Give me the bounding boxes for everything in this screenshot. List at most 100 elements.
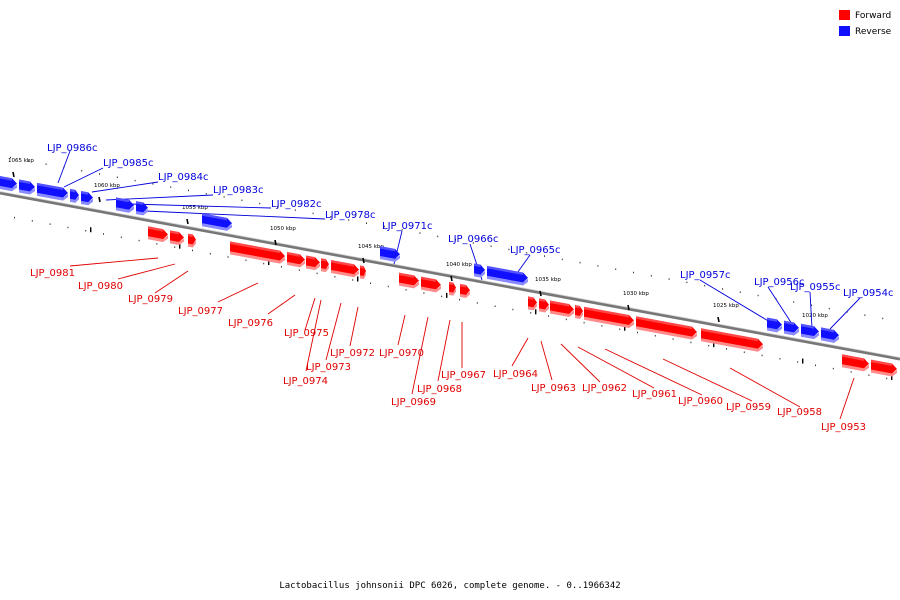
gene-label[interactable]: LJP_0962 — [582, 383, 627, 394]
gene-label[interactable]: LJP_0975 — [284, 328, 329, 339]
scale-minor-tick — [209, 252, 211, 255]
leader-line — [305, 299, 322, 372]
forward-gene[interactable] — [636, 316, 697, 340]
reverse-gene[interactable] — [136, 201, 148, 216]
forward-gene[interactable] — [399, 272, 419, 289]
scale-label: 1060 kbp — [94, 183, 120, 189]
gene-label[interactable]: LJP_0978c — [325, 210, 376, 221]
scale-minor-tick — [27, 160, 29, 162]
gene-label[interactable]: LJP_0954c — [843, 288, 894, 299]
gene-label[interactable]: LJP_0985c — [103, 158, 154, 169]
forward-gene[interactable] — [306, 255, 320, 271]
forward-gene[interactable] — [550, 300, 574, 317]
gene-label[interactable]: LJP_0968 — [417, 384, 462, 395]
reverse-gene[interactable] — [821, 327, 839, 343]
forward-gene[interactable] — [148, 226, 168, 243]
scale-minor-tick — [472, 242, 474, 244]
reverse-gene[interactable] — [380, 246, 400, 262]
forward-gene[interactable] — [360, 265, 366, 280]
forward-gene[interactable] — [584, 306, 634, 329]
gene-label[interactable]: LJP_0960 — [678, 396, 723, 407]
scale-minor-tick — [31, 220, 33, 222]
gene-label[interactable]: LJP_0986c — [47, 143, 98, 154]
gene-label[interactable]: LJP_0971c — [382, 221, 433, 232]
scale-minor-tick — [99, 173, 100, 175]
gene-label[interactable]: LJP_0963 — [531, 383, 576, 394]
reverse-gene[interactable] — [81, 190, 93, 206]
gene-label[interactable]: LJP_0980 — [78, 281, 123, 292]
gene-label[interactable]: LJP_0958 — [777, 407, 822, 418]
reverse-gene[interactable] — [487, 265, 528, 286]
forward-gene[interactable] — [460, 283, 470, 298]
gene-label[interactable]: LJP_0961 — [632, 389, 677, 400]
forward-gene[interactable] — [449, 281, 456, 296]
gene-features[interactable] — [0, 176, 897, 377]
gene-label[interactable]: LJP_0955c — [790, 282, 841, 293]
gene-label[interactable]: LJP_0972 — [330, 348, 375, 359]
gene-label[interactable]: LJP_0969 — [391, 397, 436, 408]
leader-line — [662, 358, 753, 402]
scale-minor-tick — [494, 305, 496, 307]
scale-minor-tick — [334, 275, 336, 278]
scale-minor-tick — [14, 216, 15, 219]
reverse-gene[interactable] — [202, 213, 232, 231]
gene-label[interactable]: LJP_0967 — [441, 370, 486, 381]
reverse-gene[interactable] — [0, 176, 17, 192]
gene-label[interactable]: LJP_0957c — [680, 270, 731, 281]
gene-shadow — [148, 235, 168, 243]
gene-shadow — [421, 285, 441, 293]
leader-line — [304, 297, 316, 331]
gene-label[interactable]: LJP_0983c — [213, 185, 264, 196]
forward-gene[interactable] — [321, 258, 329, 273]
leader-line — [325, 302, 342, 361]
forward-gene[interactable] — [188, 233, 196, 248]
forward-gene[interactable] — [871, 359, 897, 377]
forward-gene[interactable] — [701, 328, 763, 352]
gene-label[interactable]: LJP_0966c — [448, 234, 499, 245]
gene-highlight — [767, 317, 777, 322]
forward-gene[interactable] — [170, 230, 184, 246]
gene-label[interactable]: LJP_0982c — [271, 199, 322, 210]
gene-label[interactable]: LJP_0974 — [283, 376, 328, 387]
gene-label[interactable]: LJP_0977 — [178, 306, 223, 317]
gene-shadow — [306, 263, 320, 271]
gene-label[interactable]: LJP_0956c — [754, 277, 805, 288]
reverse-gene[interactable] — [116, 197, 134, 213]
gene-label[interactable]: LJP_0984c — [158, 172, 209, 183]
forward-gene[interactable] — [575, 305, 583, 319]
reverse-gene[interactable] — [37, 182, 68, 201]
gene-body — [202, 213, 232, 228]
forward-gene[interactable] — [421, 276, 441, 293]
gene-label[interactable]: LJP_0981 — [30, 268, 75, 279]
reverse-gene[interactable] — [19, 179, 35, 195]
reverse-gene[interactable] — [801, 323, 819, 340]
gene-label[interactable]: LJP_0979 — [128, 294, 173, 305]
reverse-gene[interactable] — [767, 317, 782, 333]
gene-label[interactable]: LJP_0953 — [821, 422, 866, 433]
scale-minor-tick — [637, 331, 638, 334]
reverse-gene[interactable] — [784, 320, 799, 336]
gene-label[interactable]: LJP_0973 — [306, 362, 351, 373]
scale-minor-tick — [241, 199, 243, 202]
gene-label[interactable]: LJP_0959 — [726, 402, 771, 413]
scale-minor-tick — [227, 256, 229, 258]
gene-label[interactable]: LJP_0964 — [493, 369, 538, 380]
gene-label[interactable]: LJP_0976 — [228, 318, 273, 329]
forward-gene[interactable] — [331, 260, 359, 278]
scale-minor-tick — [561, 258, 563, 261]
forward-gene[interactable] — [230, 241, 285, 264]
reverse-gene[interactable] — [474, 263, 485, 278]
reverse-gene[interactable] — [70, 188, 79, 203]
forward-gene[interactable] — [287, 251, 305, 268]
forward-gene[interactable] — [842, 354, 869, 372]
scale-minor-tick — [508, 248, 510, 251]
gene-label[interactable]: LJP_0970 — [379, 348, 424, 359]
leader-line — [729, 367, 801, 408]
gene-body — [399, 272, 419, 286]
scale-minor-tick — [192, 249, 193, 252]
legend: Forward Reverse — [839, 10, 892, 37]
forward-gene[interactable] — [528, 296, 537, 311]
gene-label[interactable]: LJP_0965c — [510, 245, 561, 256]
forward-gene[interactable] — [539, 298, 549, 313]
